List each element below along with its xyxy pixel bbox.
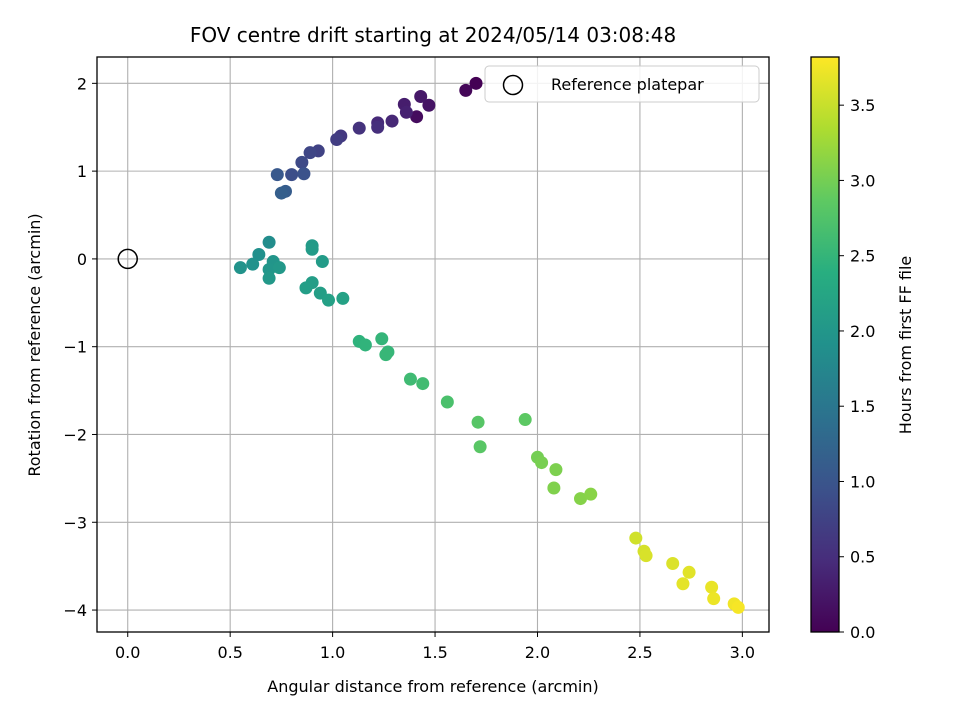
data-point xyxy=(315,255,329,269)
data-point xyxy=(299,281,313,295)
data-point xyxy=(682,565,696,579)
colorbar-tick-label: 3.5 xyxy=(850,96,875,115)
data-point xyxy=(584,487,598,501)
data-point xyxy=(422,98,436,112)
colorbar-tick-label: 3.0 xyxy=(850,171,875,190)
data-point xyxy=(246,257,260,271)
data-point xyxy=(379,348,393,362)
y-tick-label: −3 xyxy=(63,513,87,532)
data-point xyxy=(336,291,350,305)
y-tick-label: 2 xyxy=(77,74,87,93)
x-axis-ticks: 0.0 0.5 1.0 1.5 2.0 2.5 3.0 xyxy=(115,632,755,662)
x-tick-label: 0.5 xyxy=(217,643,242,662)
colorbar-tick-label: 1.5 xyxy=(850,397,875,416)
colorbar-tick-label: 0.5 xyxy=(850,548,875,567)
data-point xyxy=(410,110,424,124)
y-tick-label: 1 xyxy=(77,162,87,181)
data-point xyxy=(549,463,563,477)
legend-label: Reference platepar xyxy=(551,75,704,94)
data-point xyxy=(705,580,719,594)
data-point xyxy=(731,600,745,614)
colorbar-label: Hours from first FF file xyxy=(896,256,915,435)
data-point xyxy=(629,531,643,545)
data-point xyxy=(375,332,389,346)
x-tick-label: 3.0 xyxy=(730,643,755,662)
data-point xyxy=(666,557,680,571)
data-point xyxy=(416,377,430,391)
data-point xyxy=(707,592,721,606)
data-point xyxy=(305,242,319,256)
x-axis-label: Angular distance from reference (arcmin) xyxy=(267,677,598,696)
x-tick-label: 2.5 xyxy=(627,643,652,662)
data-point xyxy=(262,235,276,249)
y-axis-ticks: −4 −3 −2 −1 0 1 2 xyxy=(63,74,97,620)
x-tick-label: 0.0 xyxy=(115,643,140,662)
data-point xyxy=(270,168,284,182)
y-tick-label: −4 xyxy=(63,601,87,620)
reference-marker-group xyxy=(117,248,138,270)
data-point xyxy=(233,261,247,275)
data-point xyxy=(639,549,653,563)
data-point xyxy=(297,167,311,181)
data-point xyxy=(403,372,417,386)
data-point xyxy=(459,83,473,97)
colorbar-frame xyxy=(810,56,840,633)
data-point xyxy=(274,186,288,200)
data-point xyxy=(547,481,561,495)
data-point xyxy=(322,293,336,307)
data-point xyxy=(518,413,532,427)
colorbar-tick-label: 0.0 xyxy=(850,623,875,642)
data-point xyxy=(295,155,309,169)
colorbar-gradient xyxy=(811,57,839,632)
colorbar-tick-label: 2.5 xyxy=(850,247,875,266)
data-point xyxy=(535,456,549,470)
data-point xyxy=(371,120,385,134)
data-point xyxy=(676,577,690,591)
data-point xyxy=(471,415,485,429)
data-point xyxy=(473,440,487,454)
colorbar-tick-label: 1.0 xyxy=(850,472,875,491)
y-tick-label: −1 xyxy=(63,338,87,357)
data-point xyxy=(262,271,276,285)
data-point xyxy=(358,338,372,352)
data-point xyxy=(440,395,454,409)
data-point xyxy=(574,492,588,506)
x-tick-label: 1.0 xyxy=(320,643,345,662)
reference-point-marker xyxy=(117,248,138,270)
colorbar: 0.0 0.5 1.0 1.5 2.0 2.5 3.0 3.5 Hours from firs… xyxy=(810,56,915,642)
data-point xyxy=(272,261,286,275)
data-points xyxy=(233,76,745,614)
data-point xyxy=(303,146,317,160)
data-point xyxy=(399,105,413,119)
plot-frame xyxy=(96,56,770,633)
data-point xyxy=(352,121,366,135)
data-point xyxy=(252,248,266,262)
y-axis-label: Rotation from reference (arcmin) xyxy=(25,213,44,476)
x-tick-label: 2.0 xyxy=(525,643,550,662)
legend-marker-icon xyxy=(502,74,524,96)
x-tick-label: 1.5 xyxy=(422,643,447,662)
y-tick-label: 0 xyxy=(77,250,87,269)
legend: Reference platepar xyxy=(484,65,760,103)
data-point xyxy=(469,76,483,90)
legend-box xyxy=(484,65,760,103)
colorbar-tick-label: 2.0 xyxy=(850,322,875,341)
data-point xyxy=(330,133,344,147)
data-point xyxy=(285,168,299,182)
data-point xyxy=(414,90,428,104)
chart-title: FOV centre drift starting at 2024/05/14 … xyxy=(190,23,676,47)
y-tick-label: −2 xyxy=(63,425,87,444)
colorbar-ticks: 0.0 0.5 1.0 1.5 2.0 2.5 3.0 3.5 xyxy=(839,96,875,642)
data-point xyxy=(385,114,399,128)
grid-lines xyxy=(97,57,769,632)
